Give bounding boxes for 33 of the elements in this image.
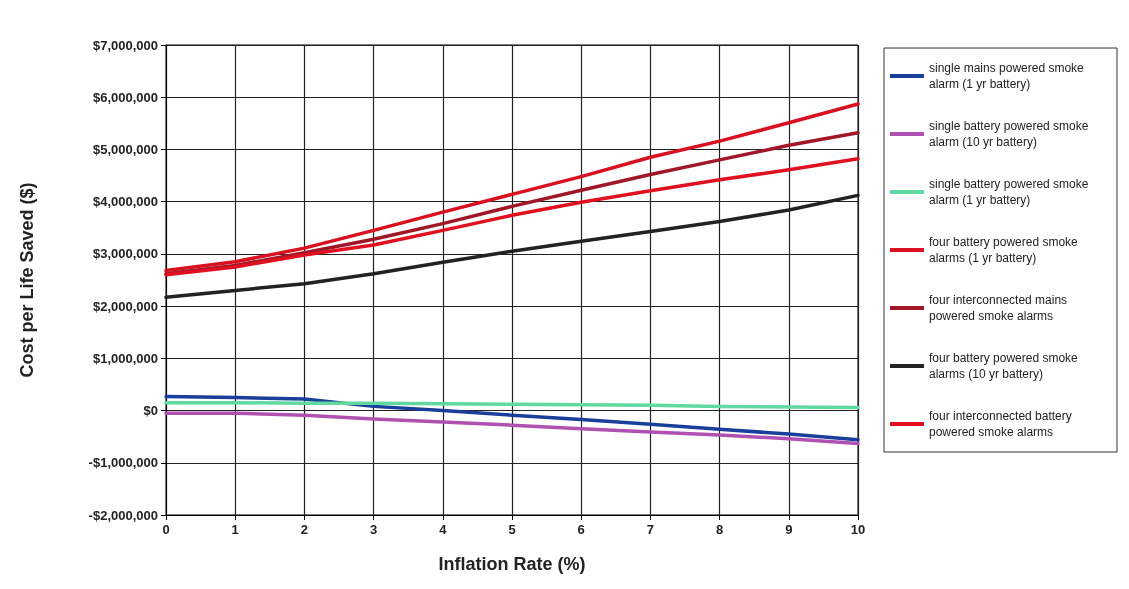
- y-tick-label: $7,000,000: [92, 37, 158, 53]
- y-tick-label: -$1,000,000: [88, 455, 158, 471]
- x-tick-label: 3: [369, 522, 378, 537]
- legend-label: four interconnected battery powered smoke alarms: [929, 409, 1076, 439]
- x-axis-title: Inflation Rate (%): [438, 554, 586, 574]
- x-tick-label: 5: [508, 522, 516, 537]
- y-tick-label: $4,000,000: [92, 194, 158, 210]
- line-series: [164, 102, 860, 273]
- x-tick-label: 1: [231, 522, 239, 537]
- legend-label: single battery powered smoke alarm (10 yr battery): [929, 119, 1092, 149]
- line-series: [164, 411, 860, 446]
- y-tick-label: $5,000,000: [92, 141, 158, 157]
- x-tick-label: 0: [162, 522, 170, 537]
- x-tick-label: 4: [439, 522, 448, 537]
- x-tick-label: 8: [715, 522, 724, 537]
- legend-label: single battery powered smoke alarm (1 yr battery): [929, 177, 1092, 207]
- legend-label: four battery powered smoke alarms (10 yr battery): [929, 351, 1082, 381]
- y-axis-title: Cost per Life Saved ($): [17, 182, 37, 378]
- y-tick-label: $2,000,000: [92, 298, 158, 314]
- x-tick-label: 2: [300, 522, 309, 537]
- y-tick-label: $6,000,000: [92, 89, 158, 105]
- legend-label: four battery powered smoke alarms (1 yr battery): [929, 235, 1082, 265]
- y-tick-label: $1,000,000: [92, 350, 158, 366]
- y-tick-label: -$2,000,000: [88, 507, 158, 523]
- x-tick-label: 7: [646, 522, 655, 537]
- legend-label: single mains powered smoke alarm (1 yr battery): [929, 61, 1088, 91]
- x-tick-label: 9: [785, 522, 793, 537]
- y-tick-label: $3,000,000: [92, 246, 158, 262]
- legend-label: four interconnected mains powered smoke alarms: [929, 293, 1071, 323]
- x-tick-label: 10: [850, 522, 866, 537]
- x-tick-label: 6: [577, 522, 585, 537]
- y-tick-label: $0: [143, 403, 158, 419]
- line-series: [164, 394, 860, 442]
